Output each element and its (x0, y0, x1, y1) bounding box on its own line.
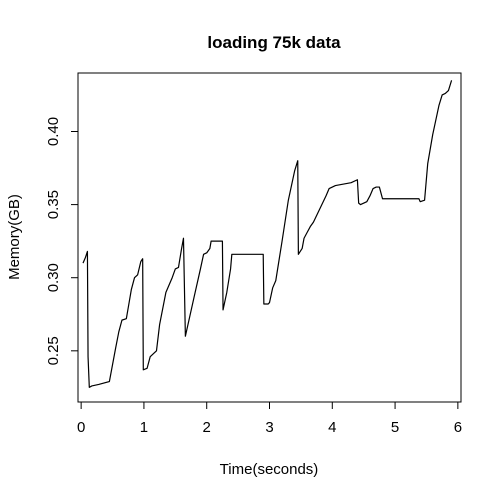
y-tick-label: 0.35 (45, 190, 62, 219)
x-tick-label: 0 (77, 419, 85, 436)
x-tick-label: 4 (328, 419, 336, 436)
x-tick-label: 2 (203, 419, 211, 436)
x-tick-label: 1 (140, 419, 148, 436)
y-axis: 0.25 0.30 0.35 0.40 (45, 117, 79, 365)
x-tick-label: 6 (454, 419, 462, 436)
series-line (82, 80, 453, 388)
y-tick-label: 0.25 (45, 336, 62, 365)
y-tick-label: 0.40 (45, 117, 62, 146)
x-axis: 0 1 2 3 4 5 6 (77, 401, 462, 436)
chart-title: loading 75k data (207, 33, 341, 52)
plot-area (82, 80, 453, 388)
plot-frame (77, 72, 462, 403)
y-axis-label: Memory(GB) (6, 194, 23, 280)
x-tick-label: 5 (391, 419, 399, 436)
x-axis-label: Time(seconds) (220, 461, 319, 478)
x-tick-label: 3 (265, 419, 273, 436)
y-tick-label: 0.30 (45, 263, 62, 292)
